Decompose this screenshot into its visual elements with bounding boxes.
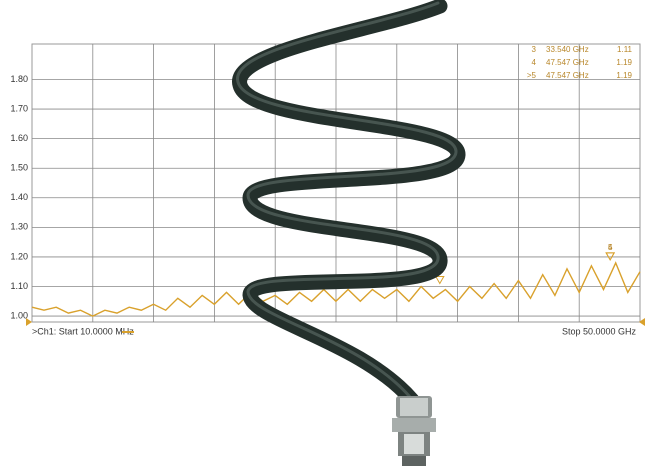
connector (392, 396, 436, 466)
marker-tag: 4 (608, 243, 613, 252)
marker-tag: 5 (608, 243, 613, 252)
marker-value: 1.11 (617, 45, 633, 54)
marker-triangle (605, 252, 616, 261)
marker-id: 4 (532, 58, 537, 67)
marker-id: 3 (532, 45, 537, 54)
y-tick-label: 1.20 (10, 251, 28, 261)
marker-frequency: 33.540 GHz (546, 45, 589, 54)
cable-highlight (236, 1, 458, 399)
plot: 1.00 1.10 1.20 1.30 1.40 1.50 1.60 1.70 1.80 3 33.… (10, 43, 645, 336)
start-label: >Ch1: Start 10.0000 MHz (32, 326, 134, 336)
stop-arrow (639, 318, 645, 326)
y-tick-label: 1.10 (10, 281, 28, 291)
connector-tip (402, 456, 426, 466)
coiled-cable (232, 0, 466, 466)
marker-value: 1.19 (616, 58, 632, 67)
y-tick-label: 1.30 (10, 222, 28, 232)
connector-shine (404, 434, 424, 454)
connector-ring (392, 418, 436, 432)
stop-label: Stop 50.0000 GHz (562, 326, 637, 336)
y-tick-label: 1.00 (10, 310, 28, 320)
marker-triangle (434, 276, 445, 285)
y-tick-label: 1.50 (10, 163, 28, 173)
marker-frequency: 47.547 GHz (546, 71, 589, 80)
trace (31, 261, 641, 317)
start-arrow (26, 318, 32, 326)
y-tick-label: 1.70 (10, 103, 28, 113)
marker-id: >5 (527, 71, 537, 80)
y-tick-label: 1.40 (10, 192, 28, 202)
y-tick-label: 1.60 (10, 133, 28, 143)
marker-value: 1.19 (616, 71, 632, 80)
marker-frequency: 47.547 GHz (546, 58, 589, 67)
connector-highlight (400, 398, 428, 416)
y-tick-label: 1.80 (10, 74, 28, 84)
